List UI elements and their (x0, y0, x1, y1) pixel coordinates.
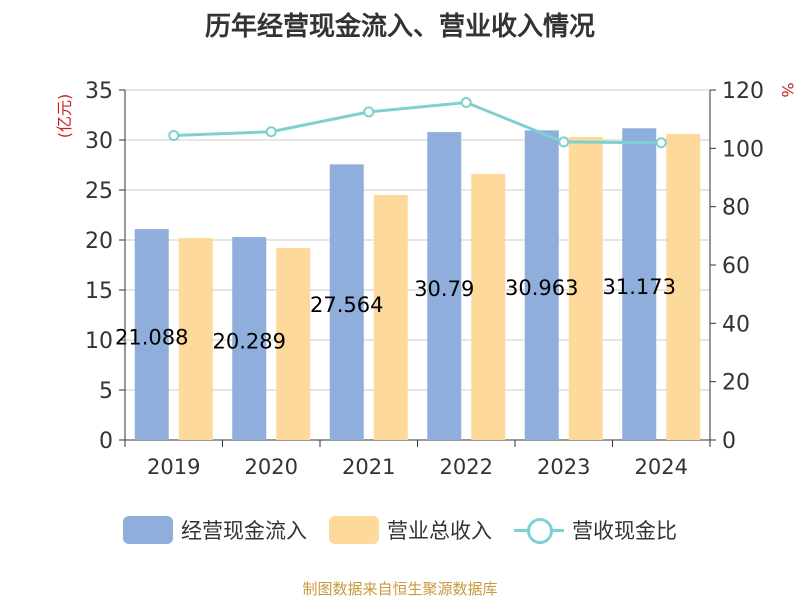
legend-swatch-cash-inflow (123, 516, 173, 544)
legend-swatch-ratio (514, 516, 564, 544)
legend-label-cash-inflow: 经营现金流入 (181, 519, 307, 543)
y-left-tick-label: 5 (99, 379, 113, 404)
x-tick-label: 2022 (440, 455, 493, 479)
data-label-cash-inflow: 30.79 (414, 277, 474, 301)
bar-cash-inflow (427, 132, 462, 440)
y-right-axis-label: % (778, 82, 797, 97)
y-left-tick-label: 30 (85, 129, 113, 154)
x-tick-label: 2024 (635, 455, 688, 479)
data-label-cash-inflow: 27.564 (310, 293, 383, 317)
point-ratio (265, 126, 277, 138)
point-ratio (168, 130, 180, 141)
legend-label-ratio: 营收现金比 (572, 519, 677, 543)
legend-item-cash-inflow[interactable]: 经营现金流入 (123, 515, 307, 545)
bar-revenue (471, 174, 506, 440)
bar-cash-inflow (232, 237, 267, 440)
y-right-tick-label: 120 (722, 79, 764, 104)
y-right-tick-label: 60 (722, 254, 750, 279)
bar-revenue (666, 134, 701, 440)
data-label-cash-inflow: 31.173 (603, 275, 676, 299)
y-left-axis-label: (亿元) (55, 94, 74, 139)
data-label-cash-inflow: 30.963 (505, 276, 578, 300)
y-left-tick-label: 0 (99, 429, 113, 454)
y-left-tick-label: 35 (85, 79, 113, 104)
x-tick-label: 2019 (147, 455, 200, 479)
point-ratio (460, 97, 472, 109)
x-tick-label: 2021 (342, 455, 395, 479)
bar-revenue (568, 137, 603, 440)
y-right-tick-label: 80 (722, 196, 750, 221)
bar-revenue (178, 238, 213, 440)
x-tick-label: 2020 (245, 455, 298, 479)
data-label-cash-inflow: 20.289 (213, 330, 286, 354)
line-ratio (173, 101, 662, 145)
point-ratio (558, 136, 570, 148)
legend-item-revenue[interactable]: 营业总收入 (329, 515, 492, 545)
data-label-cash-inflow: 21.088 (115, 326, 188, 350)
bar-cash-inflow (329, 164, 364, 441)
x-tick-label: 2023 (537, 455, 590, 479)
y-right-tick-label: 20 (722, 371, 750, 396)
y-right-tick-label: 100 (722, 137, 764, 162)
chart-title: 历年经营现金流入、营业收入情况 (204, 12, 595, 42)
y-right-tick-label: 0 (722, 429, 736, 454)
legend-swatch-revenue (329, 516, 379, 544)
bar-cash-inflow (622, 128, 657, 440)
y-left-tick-label: 10 (85, 329, 113, 354)
bar-cash-inflow (524, 130, 559, 440)
point-ratio (655, 137, 667, 149)
y-left-tick-label: 15 (85, 279, 113, 304)
legend: 经营现金流入 营业总收入 营收现金比 (0, 515, 800, 545)
y-right-tick-label: 40 (722, 312, 750, 337)
y-left-tick-label: 25 (85, 179, 113, 204)
source-note: 制图数据来自恒生聚源数据库 (302, 580, 498, 598)
bar-cash-inflow (134, 229, 169, 440)
bar-revenue (373, 195, 408, 440)
bar-revenue (276, 248, 311, 440)
y-left-tick-label: 20 (85, 229, 113, 254)
legend-item-ratio[interactable]: 营收现金比 (514, 515, 677, 545)
point-ratio (363, 106, 375, 118)
legend-label-revenue: 营业总收入 (387, 519, 492, 543)
